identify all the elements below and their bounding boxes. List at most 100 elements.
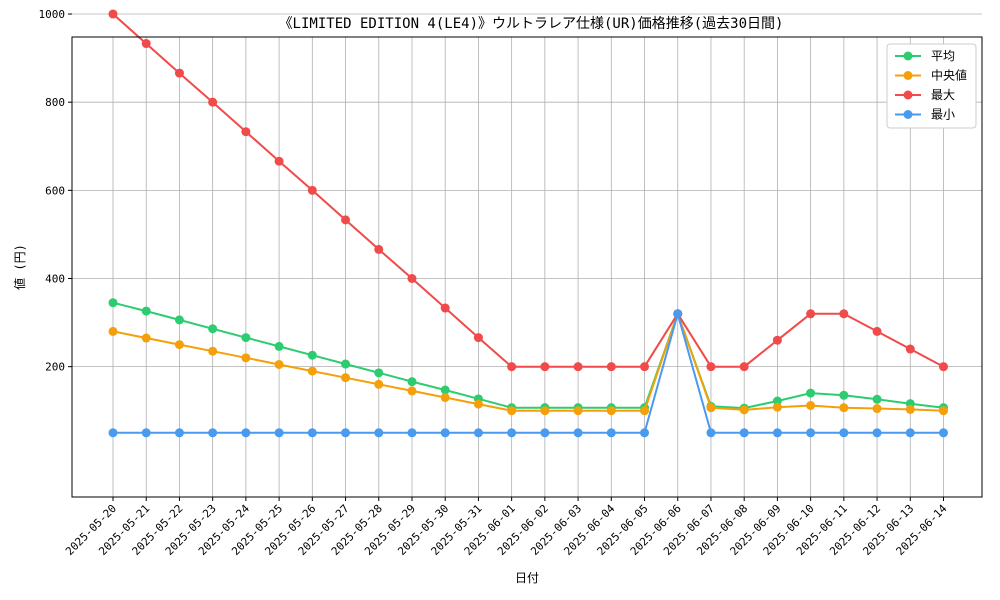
legend-label: 最小 [931, 108, 955, 122]
data-point [141, 428, 151, 438]
y-tick-label: 600 [45, 184, 65, 197]
data-point [440, 428, 450, 438]
data-point [839, 403, 849, 413]
data-point [307, 350, 317, 360]
data-point [540, 406, 550, 416]
data-point [772, 335, 782, 345]
data-point [174, 315, 184, 325]
legend-item: 中央値 [895, 68, 967, 83]
data-point [839, 309, 849, 319]
data-point [839, 428, 849, 438]
data-point [208, 428, 218, 438]
data-point [772, 428, 782, 438]
grid [72, 13, 982, 497]
data-point [307, 428, 317, 438]
y-tick-label: 800 [45, 96, 65, 109]
data-point [573, 406, 583, 416]
series-最大 [108, 9, 948, 372]
data-point [839, 390, 849, 400]
data-point [872, 404, 882, 414]
data-point [540, 362, 550, 372]
data-point [739, 405, 749, 415]
legend-box [886, 43, 977, 129]
data-point [473, 399, 483, 409]
data-point [274, 428, 284, 438]
data-point [706, 403, 716, 413]
data-point [706, 362, 716, 372]
data-point [772, 402, 782, 412]
data-point [540, 428, 550, 438]
data-point [806, 309, 816, 319]
data-point [806, 428, 816, 438]
data-point [374, 244, 384, 254]
series-line [112, 13, 944, 368]
data-point [407, 386, 417, 396]
series-line [112, 301, 944, 410]
data-point [274, 359, 284, 369]
data-point [174, 428, 184, 438]
legend-marker [903, 71, 913, 80]
legend-marker [903, 51, 913, 61]
data-point [905, 344, 915, 354]
legend-item: 平均 [895, 49, 955, 63]
y-tick-label: 400 [45, 273, 65, 286]
data-point [141, 333, 151, 343]
data-point [108, 428, 118, 438]
data-point [440, 303, 450, 313]
x-tick-labels: 2025-05-202025-05-212025-05-222025-05-23… [63, 497, 950, 558]
data-point [806, 388, 816, 398]
data-point [374, 379, 384, 389]
series-中央値 [108, 309, 948, 416]
legend-marker [903, 110, 913, 119]
y-tick-labels: 200 400 600 800 1000 [39, 8, 72, 374]
data-point [939, 428, 948, 438]
data-point [208, 346, 218, 356]
data-point [640, 362, 650, 372]
series-layer [108, 9, 948, 438]
data-point [374, 428, 384, 438]
data-point [440, 385, 450, 395]
data-point [307, 185, 317, 195]
data-point [939, 362, 948, 372]
data-point [241, 127, 251, 137]
data-point [640, 406, 650, 416]
data-point [473, 333, 483, 343]
data-point [241, 428, 251, 438]
data-point [208, 97, 218, 107]
data-point [341, 428, 351, 438]
data-point [307, 366, 317, 376]
legend-label: 中央値 [931, 68, 967, 83]
y-tick-label: 1000 [39, 8, 66, 21]
data-point [440, 393, 450, 403]
data-point [341, 215, 351, 225]
data-point [573, 362, 583, 372]
data-point [939, 406, 948, 416]
data-point [141, 39, 151, 49]
data-point [905, 428, 915, 438]
data-point [407, 377, 417, 387]
series-line [113, 310, 944, 434]
data-point [108, 326, 118, 336]
legend-item: 最大 [895, 88, 955, 102]
data-point [606, 406, 616, 416]
data-point [274, 156, 284, 166]
legend-label: 最大 [931, 88, 955, 102]
data-point [407, 428, 417, 438]
legend-label: 平均 [931, 49, 955, 63]
data-point [473, 428, 483, 438]
y-tick-label: 200 [45, 361, 65, 374]
data-point [640, 428, 650, 438]
data-point [606, 428, 616, 438]
data-point [374, 368, 384, 378]
data-point [806, 400, 816, 410]
data-point [241, 333, 251, 343]
data-point [905, 404, 915, 414]
data-point [872, 394, 882, 404]
data-point [772, 396, 782, 406]
legend-item: 最小 [895, 108, 955, 122]
data-point [341, 373, 351, 383]
data-point [739, 362, 749, 372]
data-point [274, 341, 284, 351]
